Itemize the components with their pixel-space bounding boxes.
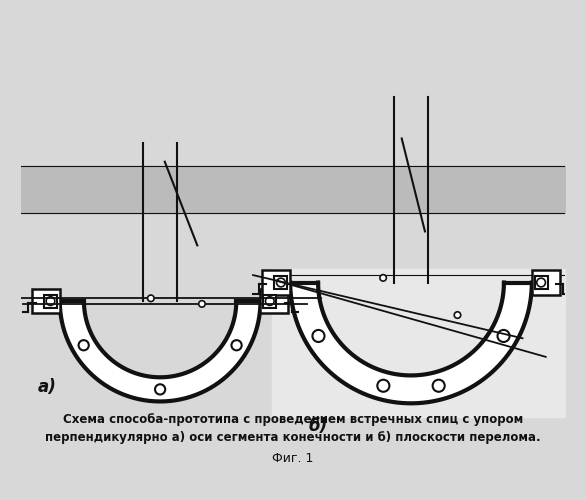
Bar	[532, 270, 560, 294]
Bar	[261, 289, 288, 313]
Polygon shape	[60, 301, 261, 402]
Circle shape	[231, 340, 241, 350]
Text: перпендикулярно а) оси сегмента конечности и б) плоскости перелома.: перпендикулярно а) оси сегмента конечнос…	[45, 431, 541, 444]
Text: б): б)	[309, 417, 328, 435]
Bar	[44, 294, 57, 308]
Circle shape	[148, 295, 154, 302]
Circle shape	[46, 297, 55, 306]
Text: Фиг. 1: Фиг. 1	[272, 452, 314, 464]
Bar	[534, 276, 547, 289]
Circle shape	[380, 274, 386, 281]
Circle shape	[265, 297, 274, 306]
Bar	[263, 294, 276, 308]
Bar	[274, 276, 287, 289]
Bar	[263, 270, 290, 294]
Circle shape	[498, 330, 510, 342]
Circle shape	[277, 278, 285, 287]
Circle shape	[155, 384, 165, 394]
Circle shape	[312, 330, 325, 342]
Circle shape	[199, 300, 205, 307]
Text: Схема способа-прототипа с проведением встречных спиц с упором: Схема способа-прототипа с проведением вс…	[63, 412, 523, 426]
Text: а): а)	[38, 378, 56, 396]
Bar	[32, 289, 60, 313]
Polygon shape	[290, 282, 532, 404]
Circle shape	[377, 380, 389, 392]
Circle shape	[79, 340, 89, 350]
Circle shape	[537, 278, 546, 287]
Circle shape	[432, 380, 445, 392]
Circle shape	[454, 312, 461, 318]
